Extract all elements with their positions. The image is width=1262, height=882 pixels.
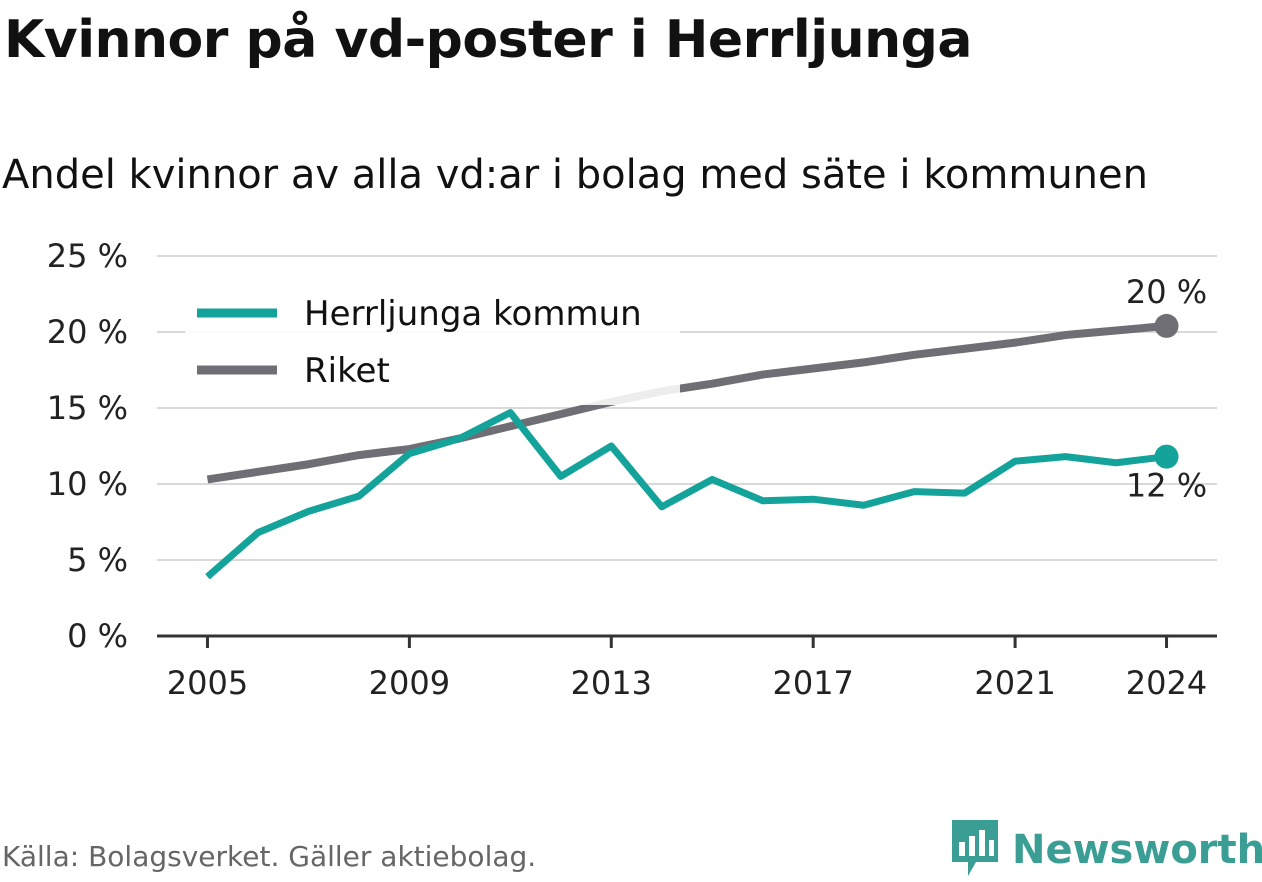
legend-label-herrljunga: Herrljunga kommun [304, 294, 642, 334]
y-tick-label: 0 % [67, 617, 128, 655]
x-tick-label: 2013 [571, 664, 652, 702]
y-tick-label: 5 % [67, 541, 128, 579]
y-axis-ticks: 0 % 5 % 10 % 15 % 20 % 25 % [47, 237, 128, 655]
brand-logo[interactable]: Newsworthy [950, 818, 1262, 882]
legend-background [185, 283, 680, 405]
end-points: 20 % 12 % [1126, 273, 1207, 505]
chart-title: Kvinnor på vd-poster i Herrljunga [4, 10, 972, 70]
y-tick-label: 25 % [47, 237, 128, 275]
end-label-riket: 20 % [1126, 273, 1207, 311]
x-tick-label: 2009 [369, 664, 450, 702]
x-tick-label: 2005 [167, 664, 248, 702]
source-note: Källa: Bolagsverket. Gäller aktiebolag. [2, 840, 537, 873]
x-tick-label: 2024 [1126, 664, 1207, 702]
end-point-riket [1154, 313, 1179, 338]
y-tick-label: 10 % [47, 465, 128, 503]
x-tick-label: 2017 [772, 664, 853, 702]
y-tick-label: 15 % [47, 389, 128, 427]
brand-name: Newsworthy [1012, 827, 1262, 873]
chart-subtitle: Andel kvinnor av alla vd:ar i bolag med … [2, 152, 1148, 198]
line-herrljunga [205, 409, 1167, 580]
bar-chart-logo-icon [950, 818, 1000, 882]
series-lines [205, 321, 1167, 580]
x-axis-ticks: 2005 2009 2013 2017 2021 2024 [167, 636, 1207, 702]
legend: Herrljunga kommun Riket [185, 283, 680, 405]
x-tick-label: 2021 [974, 664, 1055, 702]
legend-label-riket: Riket [304, 351, 390, 391]
end-label-herrljunga: 12 % [1126, 467, 1207, 505]
y-tick-label: 20 % [47, 313, 128, 351]
grid-lines [157, 255, 1217, 638]
line-riket [206, 321, 1167, 484]
end-point-herrljunga [1154, 444, 1179, 469]
